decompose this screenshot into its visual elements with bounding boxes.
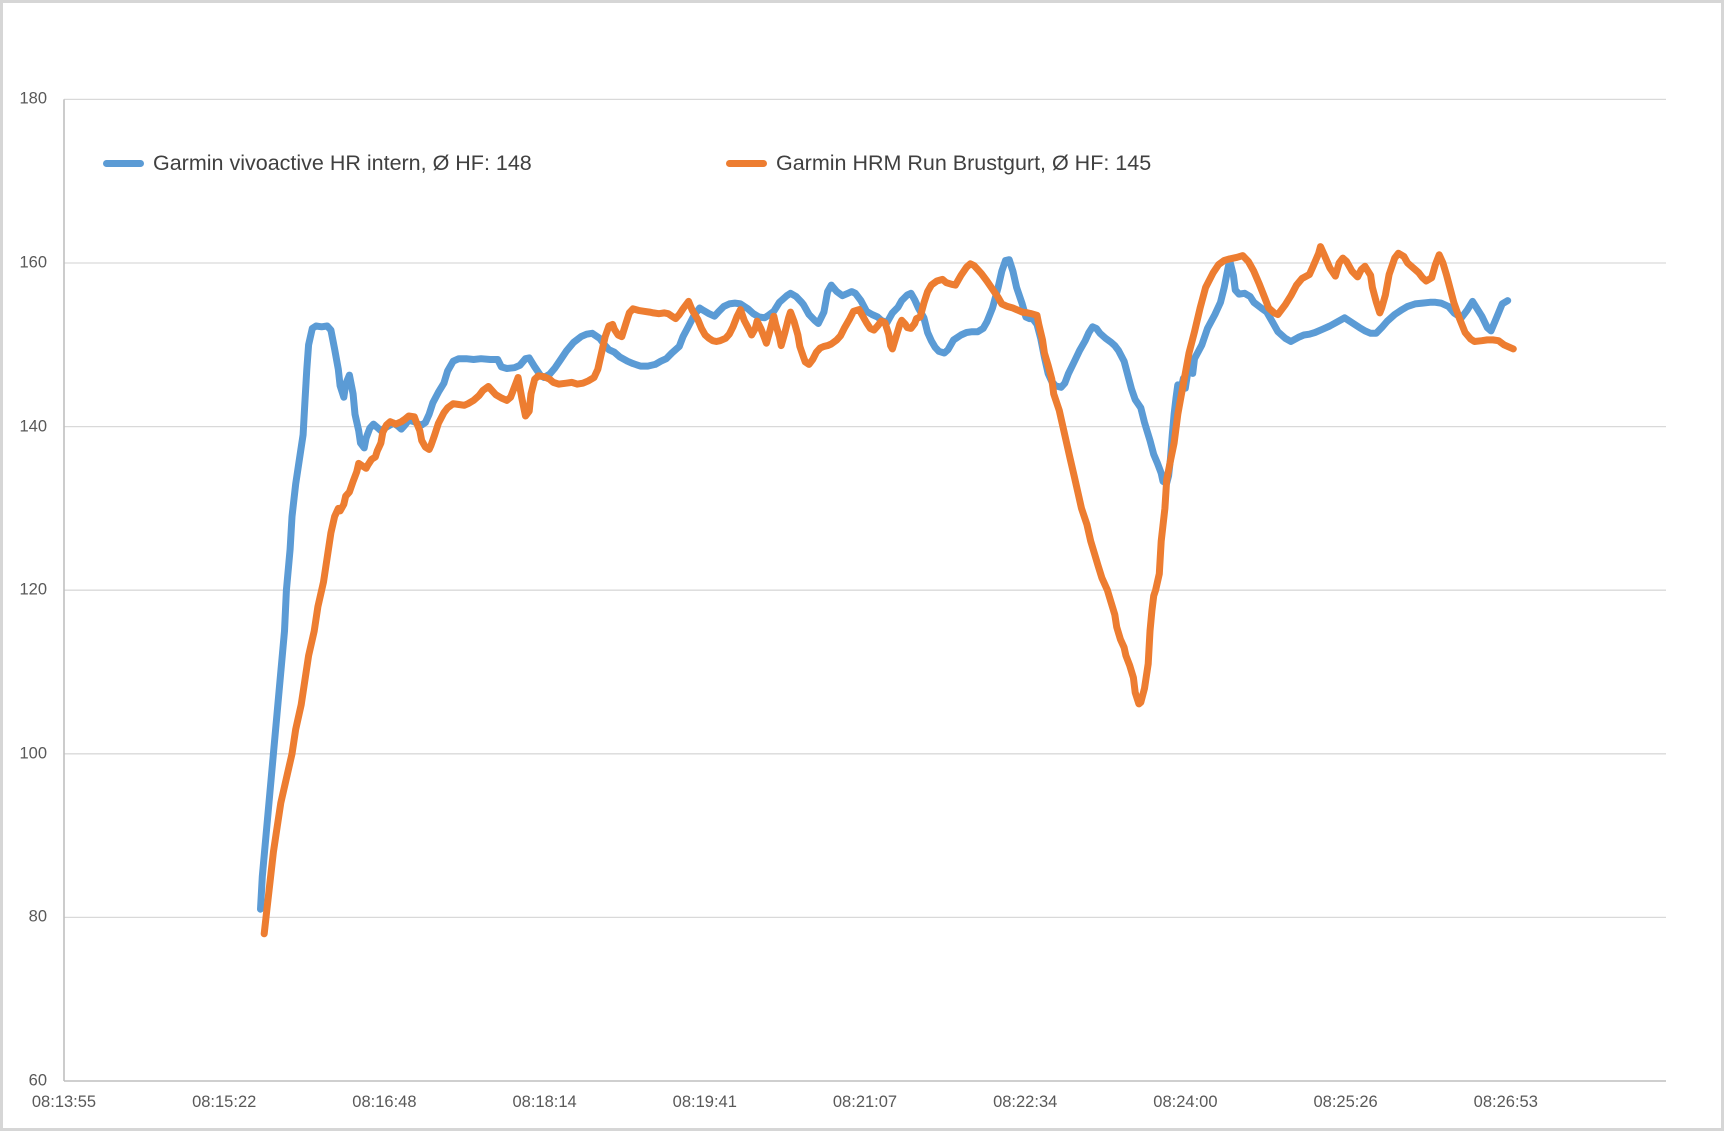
legend-swatch-blue-icon [103, 160, 144, 167]
y-axis-tick-label: 160 [19, 253, 47, 272]
legend-item-hrm-run[interactable]: Garmin HRM Run Brustgurt, Ø HF: 145 [726, 151, 1151, 176]
y-axis-tick-label: 80 [28, 907, 47, 926]
x-axis-tick-label: 08:22:34 [993, 1093, 1058, 1111]
y-axis-tick-label: 100 [19, 744, 47, 763]
legend-label: Garmin vivoactive HR intern, Ø HF: 148 [153, 151, 532, 175]
x-axis-tick-label: 08:25:26 [1313, 1093, 1378, 1111]
legend-item-vivoactive[interactable]: Garmin vivoactive HR intern, Ø HF: 148 [103, 151, 532, 176]
x-axis-tick-label: 08:13:55 [31, 1093, 97, 1111]
x-axis-tick-label: 08:24:00 [1153, 1093, 1218, 1111]
y-axis-tick-label: 140 [19, 417, 47, 436]
heart-rate-line-chart [63, 98, 1666, 1082]
x-axis-tick-label: 08:19:41 [672, 1093, 737, 1111]
series-line-hrm-run[interactable] [260, 243, 1517, 938]
x-axis-tick-label: 08:21:07 [832, 1093, 898, 1111]
chart-legend: Garmin vivoactive HR intern, Ø HF: 148 G… [3, 151, 1721, 187]
series-line-vivoactive[interactable] [257, 256, 1512, 913]
x-axis-tick-label: 08:26:53 [1473, 1093, 1538, 1111]
x-axis-tick-label: 08:15:22 [192, 1093, 257, 1111]
legend-label: Garmin HRM Run Brustgurt, Ø HF: 145 [776, 151, 1152, 175]
x-axis-tick-label: 08:18:14 [512, 1093, 577, 1111]
x-axis-tick-label: 08:16:48 [352, 1093, 417, 1111]
y-axis-tick-label: 120 [19, 580, 47, 599]
y-axis-tick-label: 180 [19, 89, 47, 108]
legend-swatch-orange-icon [726, 160, 767, 167]
y-axis-tick-label: 60 [28, 1071, 47, 1090]
